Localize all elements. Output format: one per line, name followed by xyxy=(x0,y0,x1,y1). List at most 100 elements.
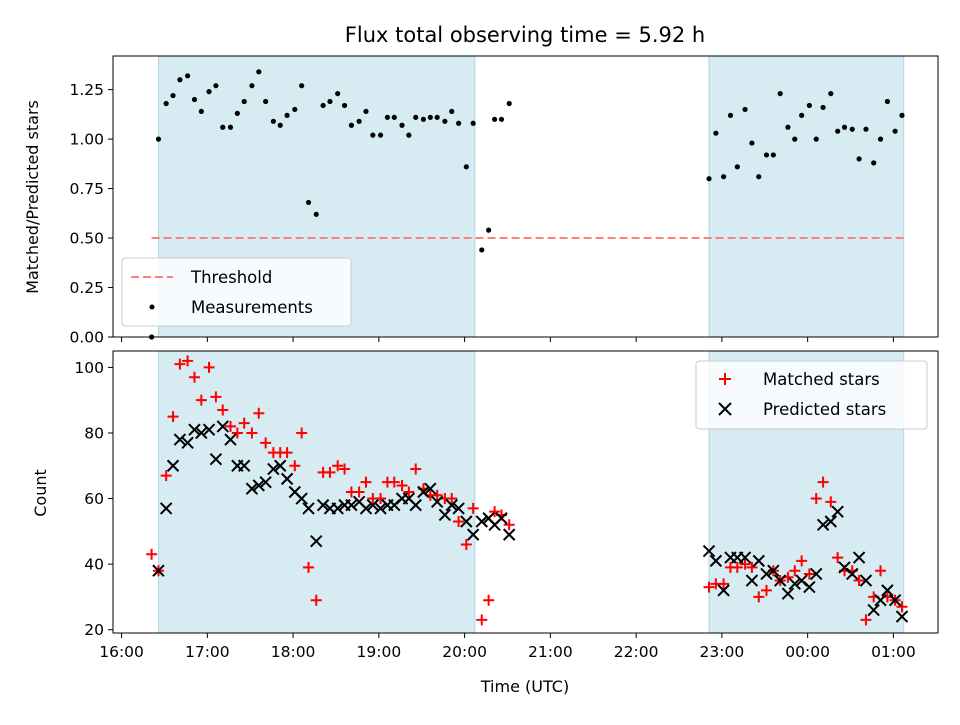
predicted-star-point xyxy=(331,502,344,515)
predicted-star-point xyxy=(216,420,229,433)
measurement-point xyxy=(270,118,276,124)
bottom-y-tick-label: 40 xyxy=(84,556,104,574)
measurement-point xyxy=(305,199,312,206)
predicted-star-point xyxy=(781,587,795,600)
measurement-point xyxy=(335,90,341,97)
predicted-star-point xyxy=(359,502,373,515)
predicted-star-point xyxy=(252,479,265,492)
matched-star-point xyxy=(739,558,751,570)
measurement-point xyxy=(835,128,841,134)
top-y-tick-label: 0.75 xyxy=(69,180,104,198)
predicted-star-point xyxy=(374,502,387,515)
matched-star-point xyxy=(489,506,501,518)
matched-star-point xyxy=(483,594,495,606)
top-axes-frame xyxy=(112,55,939,338)
matched-star-point xyxy=(446,493,458,505)
measurement-point xyxy=(391,114,397,120)
predicted-star-point xyxy=(760,567,773,581)
predicted-star-point xyxy=(895,610,909,623)
measurement-point xyxy=(327,98,333,105)
predicted-star-point xyxy=(717,584,730,597)
predicted-star-point xyxy=(195,426,208,440)
predicted-star-point xyxy=(295,492,308,505)
x-axis-label: Time (UTC) xyxy=(480,677,569,696)
top-legend-box xyxy=(121,257,352,327)
predicted-star-point xyxy=(302,502,315,515)
matched-star-point xyxy=(210,391,222,403)
matched-star-point xyxy=(260,437,272,449)
measurement-point xyxy=(363,108,369,115)
predicted-star-point xyxy=(166,459,180,472)
predicted-star-point xyxy=(430,495,444,509)
measurement-point xyxy=(206,89,212,95)
matched-star-point xyxy=(289,460,301,472)
matched-star-point xyxy=(453,516,465,528)
measurement-point xyxy=(770,152,776,158)
measurement-point xyxy=(763,152,770,158)
matched-star-point xyxy=(760,584,772,596)
measurement-point xyxy=(806,102,812,109)
top-y-tick-label: 0.50 xyxy=(69,230,104,248)
matched-star-point xyxy=(896,601,908,613)
measurement-point xyxy=(284,112,290,118)
measurement-point xyxy=(756,174,762,180)
measurement-point xyxy=(220,124,226,130)
measurement-point xyxy=(899,112,905,118)
chart-title: Flux total observing time = 5.92 h xyxy=(345,23,705,47)
predicted-star-point xyxy=(460,515,473,528)
measurement-point xyxy=(884,98,891,105)
x-tick-label: 23:00 xyxy=(700,643,745,661)
predicted-star-point xyxy=(238,459,251,472)
x-tick-label: 01:00 xyxy=(871,643,916,661)
predicted-star-point xyxy=(173,433,187,446)
measurement-point xyxy=(163,100,169,107)
predicted-star-point xyxy=(709,554,723,568)
measurement-point xyxy=(170,92,176,99)
matched-stars-series xyxy=(146,355,908,626)
measurement-point xyxy=(742,106,748,113)
predicted-star-point xyxy=(752,554,765,568)
matched-star-point xyxy=(796,555,808,567)
measurement-point xyxy=(341,102,348,109)
matched-star-point xyxy=(403,486,415,498)
matched-star-point xyxy=(810,493,822,505)
predicted-star-point xyxy=(345,498,358,512)
measurement-point xyxy=(277,122,283,128)
x-tick-label: 21:00 xyxy=(528,643,573,661)
predicted-star-point xyxy=(859,574,873,587)
matched-star-point xyxy=(789,565,801,577)
matched-star-point xyxy=(296,427,308,439)
measurement-point xyxy=(356,118,362,124)
predicted-star-point xyxy=(452,502,465,515)
predicted-star-point xyxy=(773,574,787,587)
measurement-point xyxy=(486,227,492,233)
matched-star-point xyxy=(188,371,200,383)
measurement-point xyxy=(749,140,755,146)
x-tick-label: 22:00 xyxy=(614,643,659,661)
measurement-point xyxy=(420,116,427,122)
top-y-tick-label: 0.25 xyxy=(69,279,104,297)
measurement-point xyxy=(348,122,355,128)
matched-star-point xyxy=(203,361,215,373)
top-panel: 0.00 0.25 0.50 0.75 1.00 1.25 Matched/Predict… xyxy=(23,55,939,347)
bottom-y-tick-label: 20 xyxy=(84,621,104,639)
measurement-point xyxy=(849,126,855,132)
predicted-star-point xyxy=(846,567,859,581)
measurement-point xyxy=(841,124,848,130)
measurement-point xyxy=(241,98,247,105)
bottom-legend: Matched stars Predicted stars xyxy=(695,360,928,430)
matched-star-point xyxy=(853,575,865,587)
predicted-star-point xyxy=(788,577,801,591)
predicted-star-point xyxy=(245,482,259,495)
measurement-point xyxy=(734,164,740,170)
matched-star-point xyxy=(339,463,351,475)
top-y-tick-label: 1.25 xyxy=(69,81,104,99)
measurement-point xyxy=(155,136,162,142)
predicted-stars-series xyxy=(152,420,909,623)
matched-star-point xyxy=(753,591,765,603)
measurement-point xyxy=(377,132,384,138)
x-tick-label: 20:00 xyxy=(442,643,487,661)
bottom-y-tick-label: 100 xyxy=(74,359,104,377)
predicted-star-point xyxy=(259,475,272,489)
